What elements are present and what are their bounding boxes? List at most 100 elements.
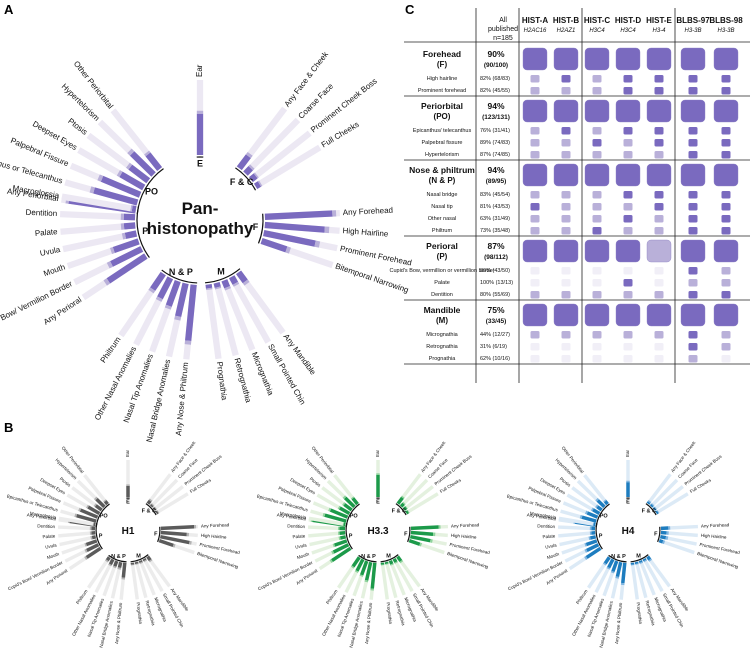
row-level-cell: [530, 75, 540, 83]
bar-value-light: [314, 240, 321, 248]
bar-value-dark: [130, 562, 135, 565]
bar-po-other-periorbital: [83, 474, 109, 506]
row-level-cell: [530, 291, 540, 299]
bar-po-hypertelorism: [76, 479, 106, 509]
section-level-cell: [584, 99, 610, 123]
bar-background: [58, 516, 96, 527]
bar-f-c-any-face-cheek: [646, 473, 672, 505]
bar-value-dark: [596, 499, 606, 509]
bar-n-p-philtrum: [118, 271, 166, 338]
bar-value-dark: [658, 538, 664, 544]
bar-m-micrognathia: [638, 559, 656, 596]
bar-value-dark: [331, 546, 352, 562]
section-pct: 94%: [487, 101, 504, 111]
bar-f-c-any-face-cheek: [396, 473, 422, 505]
bar-value-dark: [646, 555, 652, 561]
bar-value-light: [117, 567, 122, 570]
row-level-cell: [530, 127, 540, 135]
bar-po-epicanthus-or-telecanthus: [60, 509, 97, 523]
bar-value-light: [584, 542, 587, 547]
row-level-cell: [654, 127, 664, 135]
row-value: 81% (43/53): [480, 204, 510, 210]
row-level-cell: [530, 279, 540, 287]
bar-value-light: [144, 150, 151, 157]
bar-value-light: [620, 582, 625, 586]
bar-f-any-forehead: [160, 524, 199, 531]
bar-value-dark: [591, 526, 596, 531]
bar-background: [558, 516, 596, 527]
panel-letter-a: A: [4, 2, 14, 17]
row-level-cell: [688, 203, 698, 211]
bar-value-light: [148, 559, 153, 563]
bar-f-c-coarse-face: [243, 117, 301, 176]
bar-value-light: [148, 287, 156, 294]
bar-value-light: [595, 504, 599, 509]
row-level-cell: [721, 191, 731, 199]
bar-p-any-perioral: [68, 546, 102, 571]
category-label: Mouth: [42, 262, 66, 278]
bar-value-light: [651, 503, 655, 507]
bar-value-dark: [607, 558, 615, 569]
bar-value-dark: [603, 500, 609, 506]
bar-f-prominent-forehead: [409, 534, 447, 546]
bar-value-light: [224, 286, 231, 291]
bar-background: [658, 538, 695, 555]
bar-background: [130, 562, 139, 600]
row-level-cell: [623, 355, 633, 363]
bar-p-uvula: [309, 535, 347, 547]
bar-f-c-coarse-face: [649, 478, 679, 508]
row-level-cell: [561, 227, 571, 235]
bar-value-dark: [399, 502, 405, 508]
group-code-e: E: [626, 499, 630, 505]
bar-value-light: [127, 148, 135, 156]
row-level-cell: [561, 355, 571, 363]
bar-value-dark: [343, 496, 356, 509]
group-arc-f-c: [395, 503, 407, 516]
bar-p-dentition: [307, 525, 346, 531]
bar-value-dark: [355, 558, 365, 572]
bar-value-light: [665, 536, 669, 540]
bar-e-ear: [126, 460, 130, 497]
section-count: (90/100): [484, 62, 508, 69]
bar-value-dark: [236, 154, 251, 171]
category-label: Mouth: [546, 551, 560, 560]
group-arc-p: [595, 522, 603, 550]
section-title: Forehead: [423, 49, 461, 59]
row-level-cell: [654, 343, 664, 351]
row-level-cell: [688, 227, 698, 235]
section-level-cell: [522, 303, 548, 327]
bar-po-ptosis: [571, 486, 603, 512]
bar-value-dark: [626, 482, 630, 497]
bar-value-dark: [185, 284, 197, 341]
bar-value-light: [595, 497, 600, 502]
bar-value-dark: [196, 113, 204, 155]
bar-value-light: [394, 561, 398, 564]
bar-e-ear: [196, 80, 204, 155]
bar-value-dark: [410, 525, 439, 531]
bar-value-light: [84, 542, 87, 547]
group-arc-f-c: [145, 503, 157, 516]
bar-m-retrognathia: [134, 561, 148, 599]
row-level-cell: [530, 355, 540, 363]
bar-po-deepset-eyes: [566, 493, 601, 516]
section-level-cell: [713, 47, 739, 71]
panel-letter-c: C: [405, 2, 415, 17]
row-level-cell: [654, 139, 664, 147]
bar-value-light: [429, 539, 433, 543]
bar-po-hypertelorism: [97, 119, 156, 177]
row-level-cell: [623, 279, 633, 287]
section-level-cell: [615, 163, 641, 187]
bar-m-small-pointed-chin: [142, 557, 164, 592]
header-all-published: n=185: [493, 35, 513, 42]
row-value: 63% (31/49): [480, 216, 510, 222]
bar-value-light: [399, 560, 404, 564]
section-level-cell: [680, 163, 706, 187]
row-label: Micrognathia: [426, 332, 458, 338]
bar-value-dark: [149, 503, 154, 508]
bar-background: [399, 478, 429, 508]
bar-background: [253, 144, 322, 190]
bar-value-dark: [264, 221, 325, 233]
bar-value-light: [90, 535, 93, 540]
group-code-f-c: F & C: [230, 177, 254, 187]
